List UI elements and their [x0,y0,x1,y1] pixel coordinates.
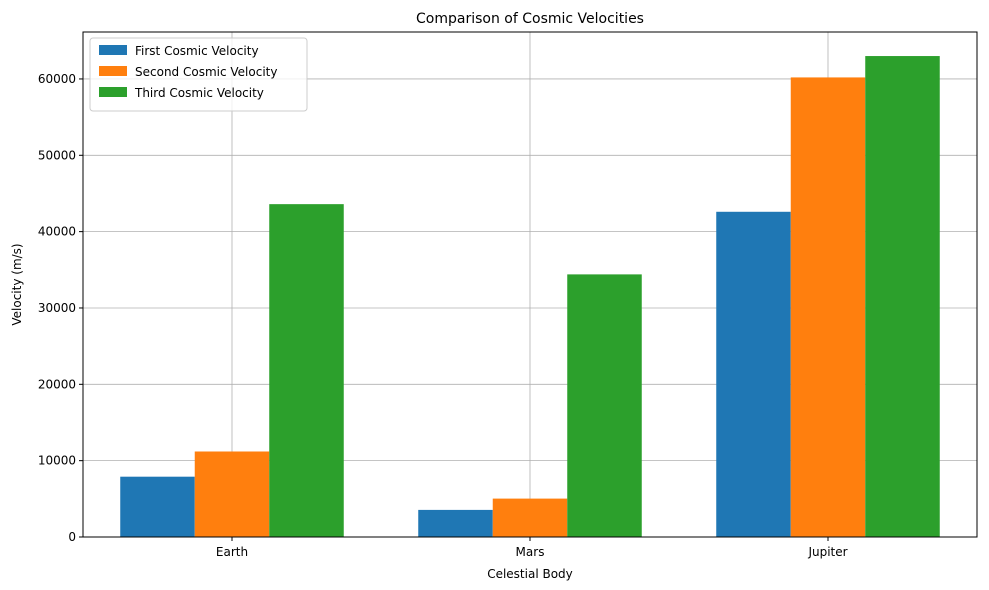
y-tick-label: 0 [68,530,76,544]
bar-first-cosmic-velocity-mars [418,509,493,537]
legend: First Cosmic Velocity Second Cosmic Veloc… [89,37,308,112]
bar-first-cosmic-velocity-earth [120,476,195,537]
legend-label: First Cosmic Velocity [135,44,259,58]
legend-box [89,37,308,112]
legend-swatch [99,87,127,97]
y-tick-label: 50000 [38,148,76,162]
y-tick-label: 40000 [38,225,76,239]
bar-second-cosmic-velocity-mars [492,498,568,537]
x-tick-label: Jupiter [807,545,847,559]
x-axis-ticks: Earth Mars Jupiter [216,537,848,559]
y-axis-ticks: 0 10000 20000 30000 40000 50000 60000 [38,72,83,544]
bars [120,56,940,538]
y-axis-label: Velocity (m/s) [10,243,24,325]
bar-second-cosmic-velocity-earth [194,451,270,537]
x-axis-label: Celestial Body [487,567,573,581]
y-tick-label: 20000 [38,377,76,391]
legend-label: Third Cosmic Velocity [134,86,264,100]
bar-first-cosmic-velocity-jupiter [716,211,791,537]
legend-swatch [99,66,127,76]
y-tick-label: 10000 [38,454,76,468]
x-tick-label: Earth [216,545,248,559]
bar-second-cosmic-velocity-jupiter [790,77,866,537]
legend-label: Second Cosmic Velocity [135,65,277,79]
y-tick-label: 30000 [38,301,76,315]
bar-third-cosmic-velocity-earth [269,204,344,537]
bar-third-cosmic-velocity-mars [567,274,642,537]
chart-title: Comparison of Cosmic Velocities [416,11,644,27]
legend-swatch [99,45,127,55]
bar-third-cosmic-velocity-jupiter [865,56,940,538]
y-tick-label: 60000 [38,72,76,86]
x-tick-label: Mars [516,545,545,559]
